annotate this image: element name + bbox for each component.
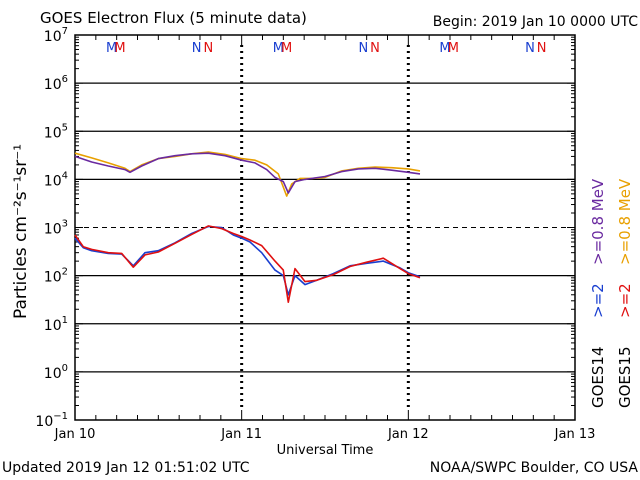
mn-marker: M xyxy=(114,41,125,56)
y-tick-label: 102 xyxy=(44,267,68,286)
y-tick-label: 106 xyxy=(44,74,68,93)
x-tick-label: Jan 12 xyxy=(387,427,429,442)
mn-marker: N xyxy=(370,41,380,56)
y-tick-label: 104 xyxy=(44,170,68,189)
y-tick-label: 105 xyxy=(44,122,68,141)
y-tick-label: 10−1 xyxy=(35,411,68,430)
x-tick-label: Jan 13 xyxy=(554,427,596,442)
y-tick-label: 103 xyxy=(44,219,68,238)
x-axis-label: Universal Time xyxy=(277,443,374,458)
mn-marker: M xyxy=(448,41,459,56)
legend-goes15-e08: >=0.8 MeV xyxy=(616,178,634,265)
y-tick-label: 107 xyxy=(44,26,68,45)
legend-goes14-e2: >=2 xyxy=(589,283,607,318)
legend-goes15-label: GOES15 xyxy=(616,346,634,408)
chart-title: GOES Electron Flux (5 minute data) xyxy=(40,9,307,27)
legend-goes14-label: GOES14 xyxy=(589,346,607,408)
series-line xyxy=(74,225,421,304)
y-tick-label: 100 xyxy=(44,363,68,382)
y-tick-label: 101 xyxy=(44,315,68,334)
series-line xyxy=(74,151,421,197)
mn-marker: N xyxy=(203,41,213,56)
mn-marker: M xyxy=(439,41,450,56)
mn-marker: N xyxy=(358,41,368,56)
updated-time: Updated 2019 Jan 12 01:51:02 UTC xyxy=(2,460,250,476)
begin-time: Begin: 2019 Jan 10 0000 UTC xyxy=(432,14,638,30)
series-line xyxy=(74,152,421,194)
mn-marker: M xyxy=(281,41,292,56)
mn-marker: N xyxy=(525,41,535,56)
legend-goes15-e2: >=2 xyxy=(616,283,634,318)
mn-marker: M xyxy=(273,41,284,56)
x-tick-label: Jan 11 xyxy=(220,427,262,442)
mn-marker: N xyxy=(192,41,202,56)
mn-marker: N xyxy=(537,41,547,56)
legend-goes14-e08: >=0.8 MeV xyxy=(589,178,607,265)
x-tick-label: Jan 10 xyxy=(54,427,96,442)
credit: NOAA/SWPC Boulder, CO USA xyxy=(429,460,638,476)
mn-marker: M xyxy=(106,41,117,56)
